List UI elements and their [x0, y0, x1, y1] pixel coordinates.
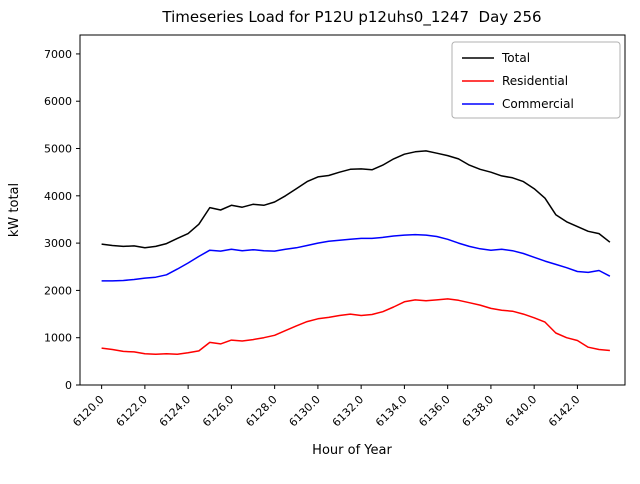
y-axis-label: kW total	[7, 183, 22, 237]
x-tick-label: 6130.0	[287, 393, 323, 429]
x-tick-label: 6132.0	[330, 393, 366, 429]
y-tick-label: 3000	[44, 237, 72, 250]
series-line-commercial	[101, 233, 611, 282]
chart-title: Timeseries Load for P12U p12uhs0_1247 Da…	[161, 8, 541, 27]
axes-frame	[79, 34, 626, 386]
y-tick-label: 7000	[44, 48, 72, 61]
x-tick-label: 6128.0	[243, 393, 279, 429]
y-tick-label: 6000	[44, 95, 72, 108]
legend-box	[451, 41, 621, 119]
y-tick-label: 5000	[44, 143, 72, 156]
legend-label-total: Total	[501, 51, 530, 65]
y-tick-label: 1000	[44, 332, 72, 345]
series-line-total	[101, 150, 611, 249]
y-tick-label: 4000	[44, 190, 72, 203]
x-axis-label: Hour of Year	[312, 443, 392, 458]
y-tick-label: 2000	[44, 284, 72, 297]
x-tick-label: 6126.0	[200, 393, 236, 429]
x-tick-label: 6140.0	[503, 393, 539, 429]
x-tick-label: 6134.0	[373, 393, 409, 429]
x-tick-label: 6136.0	[416, 393, 452, 429]
x-tick-label: 6142.0	[546, 393, 582, 429]
y-tick-label: 0	[65, 379, 72, 392]
x-tick-label: 6138.0	[460, 393, 496, 429]
x-tick-label: 6120.0	[70, 393, 106, 429]
legend-label-commercial: Commercial	[502, 97, 574, 111]
x-tick-label: 6124.0	[157, 393, 193, 429]
series-line-residential	[101, 298, 610, 356]
legend-label-residential: Residential	[502, 74, 568, 88]
x-tick-label: 6122.0	[114, 393, 150, 429]
